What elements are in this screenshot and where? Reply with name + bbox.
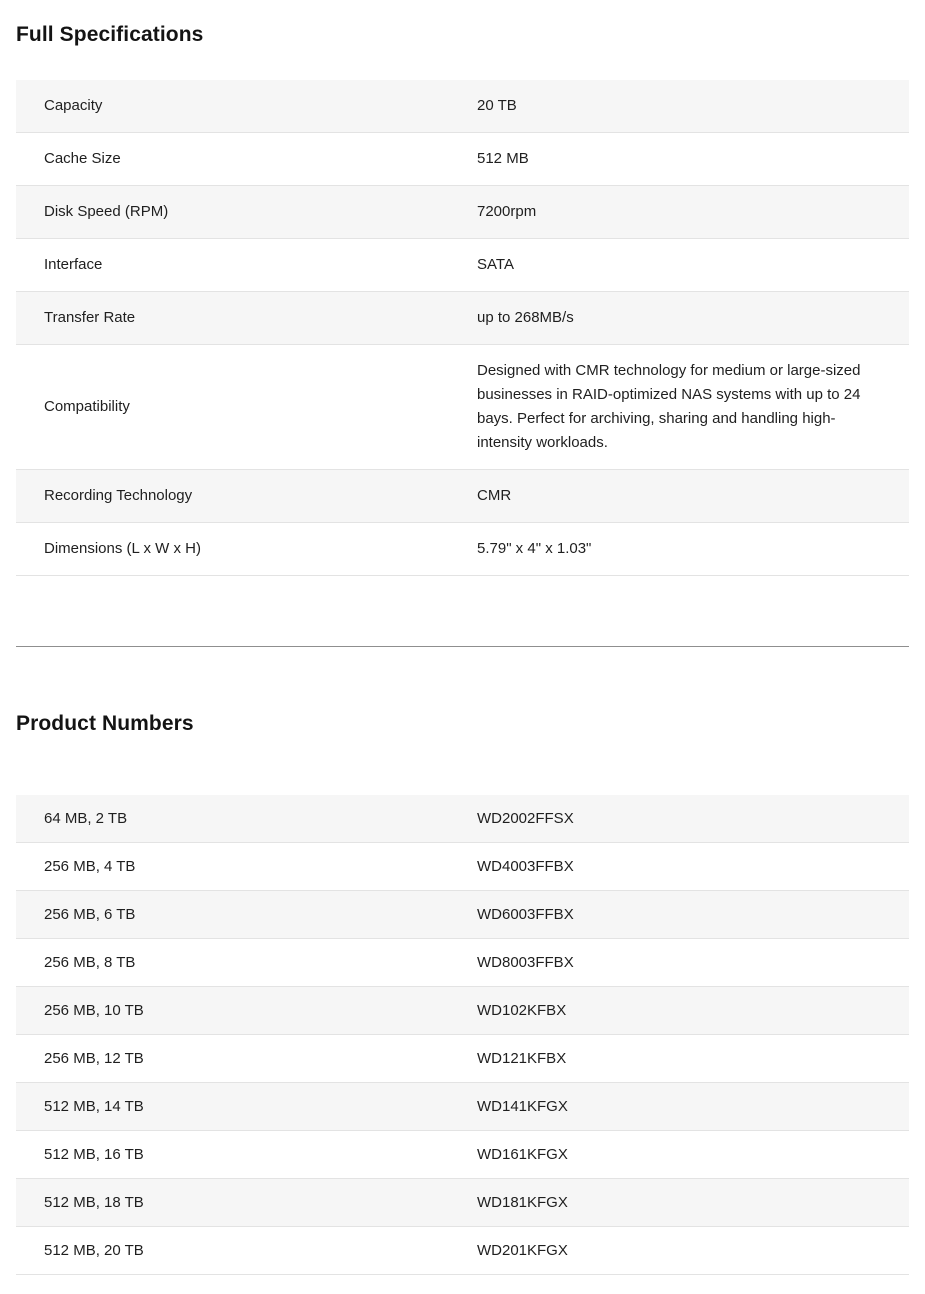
spec-value-cell: WD141KFGX xyxy=(477,1097,568,1115)
spec-label-cell: Dimensions (L x W x H) xyxy=(44,540,201,557)
table-row: 512 MB, 18 TB WD181KFGX xyxy=(16,1179,909,1227)
product-numbers-title: Product Numbers xyxy=(16,712,194,735)
spec-label-cell: 256 MB, 12 TB xyxy=(44,1049,144,1067)
spec-value-cell: WD121KFBX xyxy=(477,1049,567,1067)
spec-value-cell: 20 TB xyxy=(477,97,517,114)
full-specifications-title: Full Specifications xyxy=(16,23,204,46)
table-row: 512 MB, 14 TB WD141KFGX xyxy=(16,1083,909,1131)
spec-label-cell: 512 MB, 18 TB xyxy=(44,1193,144,1211)
spec-label-cell: 512 MB, 16 TB xyxy=(44,1145,144,1163)
section-divider xyxy=(16,646,909,647)
spec-value-cell: WD8003FFBX xyxy=(477,953,574,971)
table-row: Capacity 20 TB xyxy=(16,80,909,133)
product-numbers-section: Product Numbers 64 MB, 2 TB WD2002FFSX 2… xyxy=(0,711,925,1275)
table-row: 512 MB, 20 TB WD201KFGX xyxy=(16,1227,909,1275)
table-row: Dimensions (L x W x H) 5.79" x 4" x 1.03… xyxy=(16,523,909,576)
spec-label-cell: Interface xyxy=(44,256,103,273)
spec-value-cell: WD102KFBX xyxy=(477,1001,567,1019)
table-row: 256 MB, 10 TB WD102KFBX xyxy=(16,987,909,1035)
spec-label-cell: 64 MB, 2 TB xyxy=(44,809,128,827)
full-specifications-section: Full Specifications Capacity 20 TB Cache… xyxy=(0,0,925,576)
spec-label-cell: Cache Size xyxy=(44,150,121,167)
spec-label-cell: Disk Speed (RPM) xyxy=(44,203,169,220)
spec-value-cell: WD2002FFSX xyxy=(477,809,574,827)
table-row: Disk Speed (RPM) 7200rpm xyxy=(16,186,909,239)
table-row: Recording Technology CMR xyxy=(16,470,909,523)
table-row: 256 MB, 8 TB WD8003FFBX xyxy=(16,939,909,987)
spec-label-cell: Compatibility xyxy=(44,398,130,415)
spec-label-cell: 256 MB, 10 TB xyxy=(44,1001,144,1019)
spec-label-cell: Capacity xyxy=(44,97,103,114)
table-row: Cache Size 512 MB xyxy=(16,133,909,186)
table-row: 512 MB, 16 TB WD161KFGX xyxy=(16,1131,909,1179)
table-row: 256 MB, 12 TB WD121KFBX xyxy=(16,1035,909,1083)
spec-value-cell: WD6003FFBX xyxy=(477,905,574,923)
table-row: Transfer Rate up to 268MB/s xyxy=(16,292,909,345)
spec-label-cell: 512 MB, 14 TB xyxy=(44,1097,144,1115)
spec-value-cell: SATA xyxy=(477,256,514,273)
spec-value-cell: WD181KFGX xyxy=(477,1193,568,1211)
table-row: Compatibility Designed with CMR technolo… xyxy=(16,345,909,470)
spec-label-cell: 512 MB, 20 TB xyxy=(44,1241,144,1259)
spec-value-cell: up to 268MB/s xyxy=(477,309,574,326)
spec-label-cell: 256 MB, 8 TB xyxy=(44,953,136,971)
spec-value-cell: WD161KFGX xyxy=(477,1145,568,1163)
spec-value-cell: CMR xyxy=(477,487,512,504)
spec-label-cell: Recording Technology xyxy=(44,487,193,504)
table-row: 256 MB, 6 TB WD6003FFBX xyxy=(16,891,909,939)
spec-label-cell: 256 MB, 6 TB xyxy=(44,905,136,923)
table-row: 64 MB, 2 TB WD2002FFSX xyxy=(16,795,909,843)
spec-value-cell: Designed with CMR technology for medium … xyxy=(477,362,861,451)
full-specifications-table: Capacity 20 TB Cache Size 512 MB Disk Sp… xyxy=(16,80,909,576)
product-numbers-table: 64 MB, 2 TB WD2002FFSX 256 MB, 4 TB WD40… xyxy=(16,795,909,1275)
table-row: Interface SATA xyxy=(16,239,909,292)
spec-value-cell: WD4003FFBX xyxy=(477,857,574,875)
spec-value-cell: 7200rpm xyxy=(477,203,537,220)
spec-value-cell: 512 MB xyxy=(477,150,529,167)
spec-value-cell: WD201KFGX xyxy=(477,1241,568,1259)
spec-label-cell: 256 MB, 4 TB xyxy=(44,857,136,875)
table-row: 256 MB, 4 TB WD4003FFBX xyxy=(16,843,909,891)
spec-value-cell: 5.79" x 4" x 1.03" xyxy=(477,540,592,557)
spec-label-cell: Transfer Rate xyxy=(44,309,136,326)
